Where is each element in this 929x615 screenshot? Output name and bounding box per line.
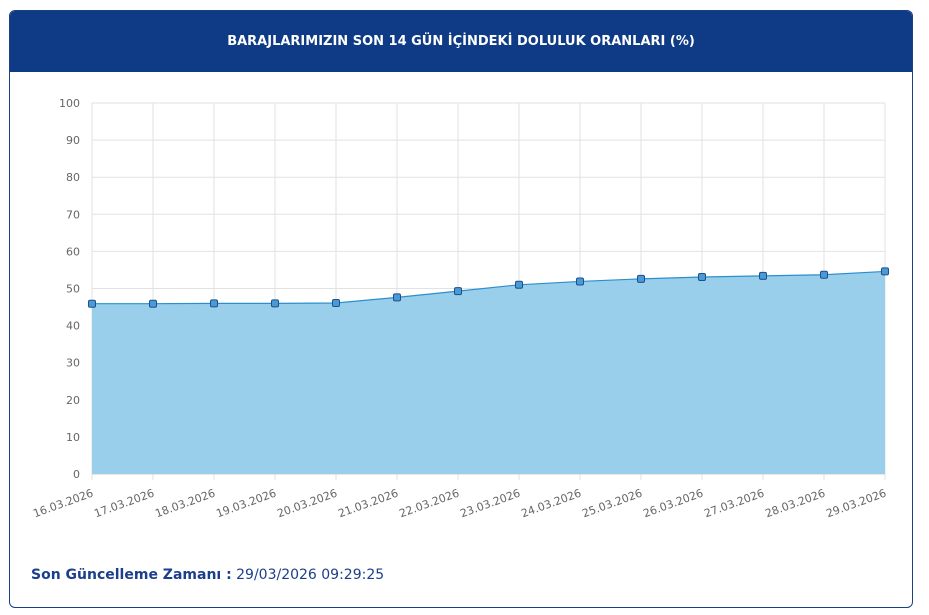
chart-title: BARAJLARIMIZIN SON 14 GÜN İÇİNDEKİ DOLUL… <box>227 34 695 49</box>
last-updated-label: Son Güncelleme Zamanı : <box>31 567 232 583</box>
last-updated-value: 29/03/2026 09:29:25 <box>231 567 385 583</box>
card-header: BARAJLARIMIZIN SON 14 GÜN İÇİNDEKİ DOLUL… <box>10 11 912 72</box>
chart-card: BARAJLARIMIZIN SON 14 GÜN İÇİNDEKİ DOLUL… <box>9 10 913 608</box>
last-updated: Son Güncelleme Zamanı : 29/03/2026 09:29… <box>31 567 384 583</box>
